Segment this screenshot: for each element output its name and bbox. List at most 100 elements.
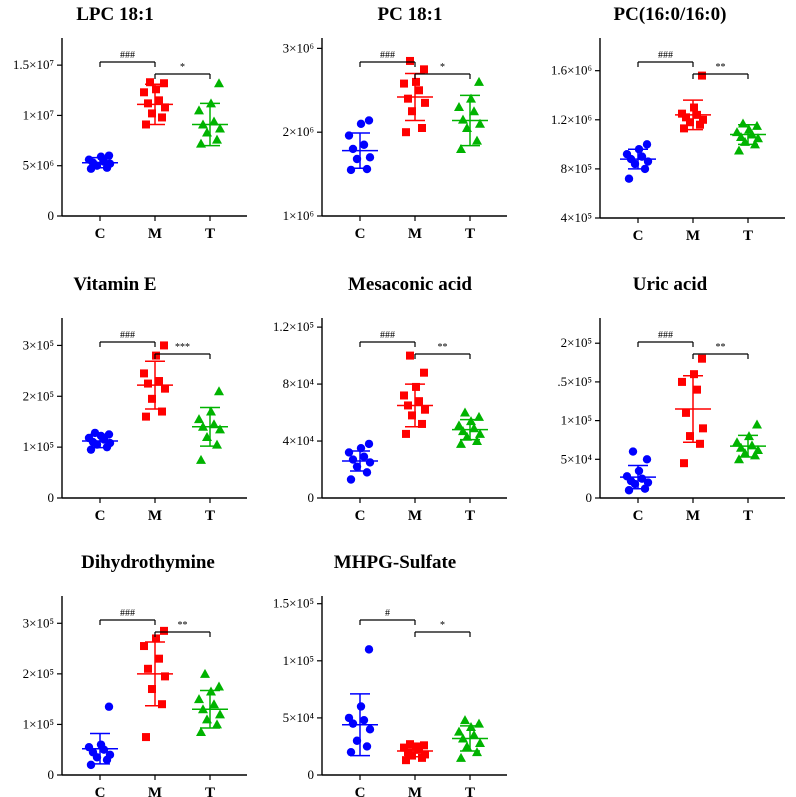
significance-bracket: * xyxy=(154,62,211,79)
data-point xyxy=(212,134,222,144)
data-point xyxy=(734,145,744,155)
data-point xyxy=(348,455,358,464)
y-tick-label: 1.5×10⁷ xyxy=(13,57,54,72)
data-point xyxy=(420,368,428,377)
y-tick-label: 0 xyxy=(48,767,55,782)
series-c xyxy=(82,428,118,454)
data-point xyxy=(732,437,742,447)
x-tick-label: M xyxy=(148,226,162,242)
data-point xyxy=(643,478,653,487)
y-tick-label: 1.2×10⁶ xyxy=(551,112,592,127)
y-tick-label: 2×10⁵ xyxy=(23,666,54,681)
data-point xyxy=(637,474,647,483)
significance-bracket: * xyxy=(414,62,471,79)
data-point xyxy=(474,76,484,86)
y-tick-label: 1×10⁵ xyxy=(23,439,54,454)
significance-label: ### xyxy=(120,608,135,619)
significance-label: ### xyxy=(120,330,135,341)
data-point xyxy=(690,103,698,112)
y-tick-label: 2×10⁵ xyxy=(23,388,54,403)
y-tick-label: 0 xyxy=(308,767,315,782)
data-point xyxy=(460,715,470,725)
data-point xyxy=(622,149,632,159)
data-point xyxy=(200,668,210,678)
data-point xyxy=(474,411,484,421)
y-tick-label: 1.6×10⁶ xyxy=(551,63,592,78)
significance-label: * xyxy=(440,62,445,73)
data-point xyxy=(680,124,688,133)
panel-title: Mesaconic acid xyxy=(348,274,472,295)
x-tick-label: C xyxy=(95,785,106,797)
x-tick-label: C xyxy=(355,226,366,242)
data-point xyxy=(86,760,96,770)
y-tick-label: 5×10⁴ xyxy=(283,710,315,725)
data-point xyxy=(404,94,412,103)
data-point xyxy=(161,672,169,681)
data-point xyxy=(460,407,470,417)
significance-label: * xyxy=(180,62,185,73)
x-tick-label: C xyxy=(633,508,644,524)
data-point xyxy=(194,414,204,424)
data-point xyxy=(152,634,160,643)
y-tick-label: 3×10⁵ xyxy=(23,615,54,630)
panel-title: Dihydrothymine xyxy=(81,552,215,573)
data-point xyxy=(634,466,644,476)
data-point xyxy=(140,642,148,651)
data-point xyxy=(753,133,763,143)
data-point xyxy=(415,86,423,95)
data-point xyxy=(682,408,690,417)
series-m xyxy=(137,341,173,421)
y-tick-label: 2×10⁵ xyxy=(561,335,592,350)
data-point xyxy=(352,736,362,745)
data-point xyxy=(469,106,479,116)
data-point xyxy=(642,140,652,149)
x-tick-label: T xyxy=(205,785,215,797)
data-point xyxy=(348,144,358,154)
data-point xyxy=(696,439,704,448)
data-point xyxy=(421,98,429,107)
data-point xyxy=(144,379,152,388)
data-point xyxy=(160,626,168,635)
data-point xyxy=(144,664,152,673)
y-tick-label: 4×10⁵ xyxy=(561,210,592,225)
data-point xyxy=(90,428,100,438)
series-m xyxy=(137,626,173,742)
data-point xyxy=(146,78,154,87)
y-tick-label: 0 xyxy=(48,490,55,505)
series-m xyxy=(675,354,711,468)
series-t xyxy=(730,419,766,464)
data-point xyxy=(678,377,686,386)
series-c xyxy=(342,645,378,757)
significance-label: ** xyxy=(716,62,726,73)
x-tick-label: C xyxy=(95,508,106,524)
data-point xyxy=(402,128,410,137)
panel-title: PC(16:0/16:0) xyxy=(614,4,727,25)
series-c xyxy=(82,702,118,770)
data-point xyxy=(96,740,106,749)
series-t xyxy=(730,118,766,155)
data-point xyxy=(140,369,148,378)
data-point xyxy=(747,440,757,450)
significance-label: ### xyxy=(120,50,135,61)
data-point xyxy=(362,468,372,477)
data-point xyxy=(344,448,354,457)
data-point xyxy=(400,79,408,88)
significance-bracket: ### xyxy=(359,330,416,347)
significance-bracket: ### xyxy=(99,608,156,625)
data-point xyxy=(752,419,762,429)
series-t xyxy=(452,715,488,762)
x-tick-label: M xyxy=(148,508,162,524)
data-point xyxy=(738,118,748,128)
data-point xyxy=(475,118,485,128)
data-point xyxy=(140,88,148,97)
data-point xyxy=(84,742,94,752)
significance-bracket: ### xyxy=(99,330,156,347)
data-point xyxy=(364,439,374,449)
data-point xyxy=(458,114,468,124)
series-c xyxy=(342,116,378,175)
data-point xyxy=(408,411,416,420)
panel-vitamin-e: Vitamin E 0 1×10⁵ 2×10⁵ 3×10⁵ C M T ### *** xyxy=(23,274,247,524)
data-point xyxy=(466,416,476,426)
data-point xyxy=(472,135,482,145)
